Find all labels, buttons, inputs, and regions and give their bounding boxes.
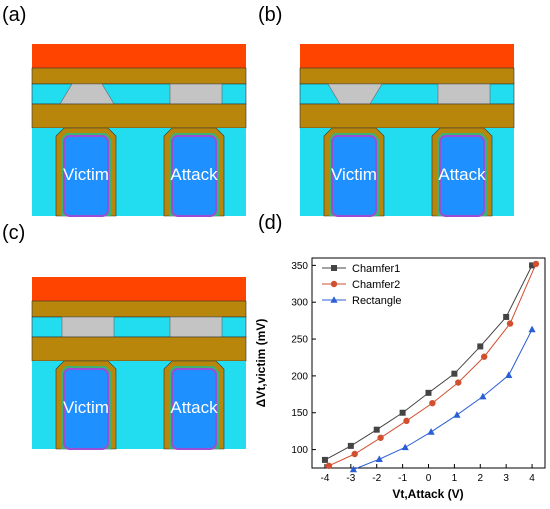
y-tick-label: 100 xyxy=(291,445,308,456)
y-tick-label: 350 xyxy=(291,261,308,272)
data-point-chamfer2 xyxy=(506,320,514,327)
top-layer xyxy=(32,44,246,68)
x-tick-label: -3 xyxy=(346,473,355,484)
x-axis-title: Vt,Attack (V) xyxy=(392,487,463,501)
chart-legend: Chamfer1 Chamfer2 Rectangle xyxy=(322,263,402,307)
lower-metal-layer xyxy=(31,103,247,129)
legend-label-rectangle: Rectangle xyxy=(352,295,402,307)
panel-label-a: (a) xyxy=(2,4,27,26)
y-tick-label: 250 xyxy=(291,335,308,346)
attack-cell-core xyxy=(171,368,217,450)
data-point-chamfer1 xyxy=(347,442,354,449)
top-layer xyxy=(32,277,246,301)
y-tick-label: 200 xyxy=(291,371,308,382)
x-tick-label: -1 xyxy=(398,473,407,484)
legend-marker-chamfer1 xyxy=(331,265,337,271)
data-point-chamfer2 xyxy=(403,417,410,425)
plot-frame xyxy=(311,257,546,469)
data-point-chamfer1 xyxy=(425,389,432,396)
data-point-chamfer2 xyxy=(429,399,436,407)
lower-metal-layer xyxy=(31,336,247,362)
attack-cell-core xyxy=(171,135,217,217)
legend-label-chamfer1: Chamfer1 xyxy=(352,263,400,275)
legend-label-chamfer2: Chamfer2 xyxy=(352,279,400,291)
attack-cell-label: Attack xyxy=(438,165,486,184)
data-point-chamfer2 xyxy=(325,462,333,469)
x-tick-label: 1 xyxy=(452,473,458,484)
data-point-chamfer2 xyxy=(377,434,384,441)
data-point-chamfer2 xyxy=(480,353,488,360)
x-tick-label: -4 xyxy=(320,473,329,484)
victim-cell-label: Victim xyxy=(331,165,377,184)
device-panel-b: Victim Attack xyxy=(299,44,515,217)
data-point-chamfer1 xyxy=(451,370,458,377)
victim-cell-label: Victim xyxy=(63,165,109,184)
attack-cell-core xyxy=(439,135,485,217)
data-point-chamfer1 xyxy=(321,456,328,463)
data-point-chamfer2 xyxy=(455,379,462,386)
legend-marker-rectangle xyxy=(330,296,338,303)
data-point-chamfer2 xyxy=(532,260,540,268)
x-tick-label: 0 xyxy=(426,473,432,484)
y-tick-label: 150 xyxy=(291,408,308,419)
x-tick-label: 4 xyxy=(529,473,535,484)
chart-axes: -4 -3 -2 -1 0 1 2 3 4 100 150 200 250 300 350 xyxy=(291,261,535,484)
data-point-chamfer1 xyxy=(399,409,406,416)
device-panel-c: Victim Attack xyxy=(31,277,247,450)
panel-label-c: (c) xyxy=(2,222,26,244)
legend-marker-chamfer2 xyxy=(330,280,338,288)
data-point-chamfer1 xyxy=(477,343,484,350)
top-layer xyxy=(300,44,514,68)
data-point-rectangle xyxy=(401,443,409,451)
data-point-rectangle xyxy=(375,455,383,462)
victim-cell-core xyxy=(63,368,109,450)
y-tick-label: 300 xyxy=(291,298,308,309)
chart-series xyxy=(321,260,540,473)
panel-label-b: (b) xyxy=(258,4,283,26)
data-point-rectangle xyxy=(427,428,435,435)
data-point-chamfer2 xyxy=(351,450,358,458)
victim-cell-core xyxy=(63,135,109,217)
lower-metal-layer xyxy=(299,103,515,129)
device-panel-a: Victim Attack xyxy=(31,44,247,217)
data-point-rectangle xyxy=(349,465,358,473)
x-tick-label: 2 xyxy=(477,473,483,484)
attack-cell-label: Attack xyxy=(170,398,218,417)
data-point-chamfer1 xyxy=(503,313,510,320)
series-line-rectangle xyxy=(353,329,533,470)
victim-cell-core xyxy=(331,135,377,217)
attack-cell-label: Attack xyxy=(170,165,218,184)
data-point-chamfer1 xyxy=(373,426,380,433)
panel-label-d: (d) xyxy=(258,212,283,234)
victim-cell-label: Victim xyxy=(63,398,109,417)
y-axis-title: ΔVt,victim (mV) xyxy=(254,319,268,408)
x-tick-label: -2 xyxy=(372,473,381,484)
data-point-rectangle xyxy=(505,371,513,378)
data-point-rectangle xyxy=(479,392,487,400)
data-point-rectangle xyxy=(528,325,536,333)
data-point-rectangle xyxy=(453,411,461,418)
data-point-chamfer1 xyxy=(529,262,536,269)
x-tick-label: 3 xyxy=(503,473,509,484)
